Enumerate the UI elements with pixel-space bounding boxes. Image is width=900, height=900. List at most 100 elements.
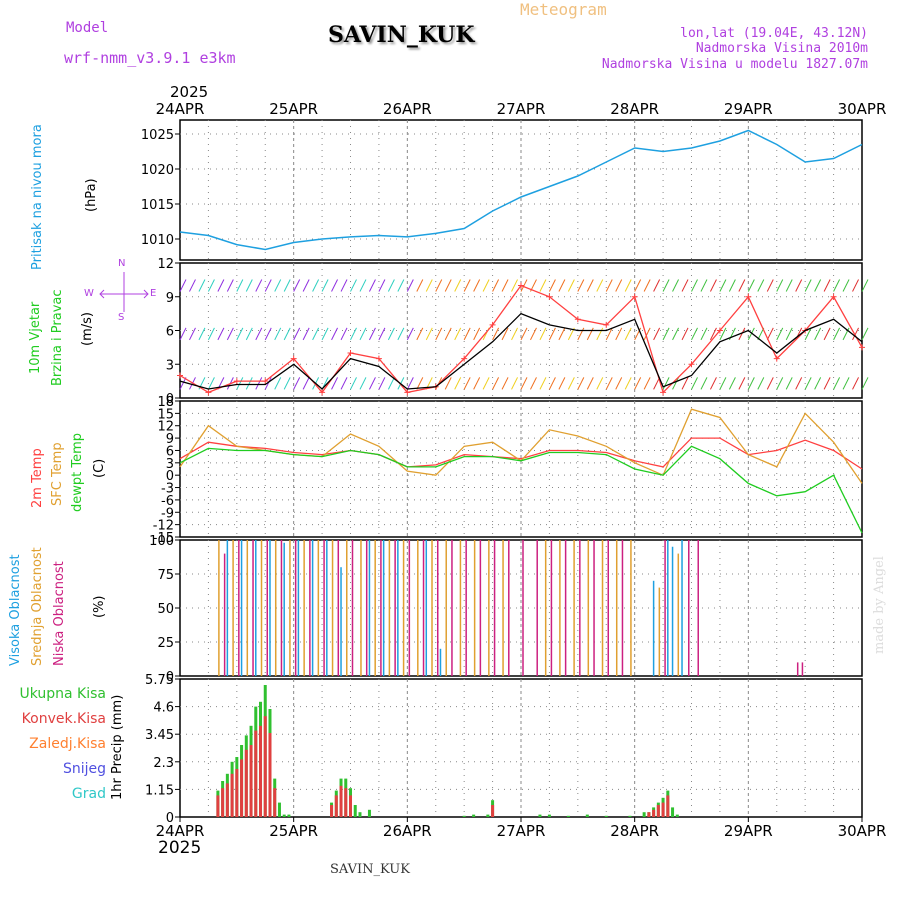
x-tick-label-top: 27APR — [497, 100, 546, 118]
precip-conv-bar — [661, 802, 665, 817]
wind-barb — [738, 377, 746, 390]
wind-barb — [709, 377, 717, 390]
precip-total-bar — [367, 809, 371, 817]
wind-barb — [738, 279, 746, 292]
wind-barb — [359, 327, 367, 341]
y-tick-label: 12 — [157, 257, 174, 272]
wind-barb — [804, 377, 812, 390]
wind-barb — [340, 327, 348, 341]
wind-barb — [245, 377, 253, 390]
wind-barb — [757, 279, 765, 292]
wind-barb — [368, 327, 376, 341]
wind-barb — [814, 279, 822, 292]
precip-conv-bar — [249, 745, 253, 817]
wind-barb — [785, 279, 793, 292]
precip-total-bar — [486, 814, 490, 817]
wind-barb — [747, 327, 755, 341]
wind-barb — [236, 279, 244, 292]
compass-s: S — [118, 312, 125, 323]
wind-barb — [672, 279, 680, 292]
wind-barb — [634, 279, 642, 292]
wind-barb — [473, 377, 481, 390]
wind-barb — [804, 327, 812, 341]
wind-barb — [548, 327, 556, 341]
wind-barb — [530, 327, 537, 341]
wind-barb — [368, 377, 376, 390]
precip-total-bar — [538, 814, 542, 817]
precip-conv-bar — [666, 795, 670, 817]
legend-konvek: Konvek.Kisa — [21, 711, 106, 727]
wind-barb — [681, 327, 689, 341]
wind-barb — [643, 279, 651, 292]
wind-barb — [776, 327, 784, 341]
wind-max-marker — [574, 316, 581, 323]
wind-barb — [643, 327, 651, 341]
wind-max-marker — [603, 321, 610, 328]
wind-barb — [350, 377, 357, 390]
wind-barb — [842, 279, 850, 292]
wind-max-marker — [375, 355, 382, 362]
wind-barb — [747, 279, 755, 292]
wind-barb — [586, 377, 594, 390]
precip-conv-bar — [244, 749, 248, 817]
wind-barb — [596, 377, 604, 390]
wind-barb — [605, 279, 613, 292]
wind-barb — [255, 327, 263, 341]
precip-conv-bar — [221, 788, 225, 817]
y-tick-label: -15 — [153, 531, 174, 546]
y-tick-label: 100 — [149, 534, 174, 549]
wind-barb — [312, 279, 320, 292]
y-tick-label: 3.45 — [145, 728, 174, 743]
wind-max-marker — [489, 321, 496, 328]
wind-barb — [217, 327, 225, 341]
precip-total-bar — [547, 814, 551, 817]
wind-barb — [539, 327, 547, 341]
wind-barb — [615, 327, 623, 341]
precip-total-bar — [604, 815, 608, 817]
wind-barb — [624, 377, 632, 390]
wind-barb — [577, 377, 585, 390]
model-label: Model — [66, 20, 109, 36]
x-tick-label-bottom: 27APR — [497, 822, 546, 840]
wind-barb — [605, 327, 613, 341]
wind-barb — [397, 279, 405, 292]
wind-barb — [776, 377, 784, 390]
precip-conv-bar — [230, 773, 234, 817]
wind-barb — [757, 377, 765, 390]
x-tick-label-bottom: 28APR — [610, 822, 659, 840]
wind-barb — [340, 279, 348, 292]
y-tick-label: 1025 — [141, 128, 174, 143]
wind-barb — [463, 327, 471, 341]
wind-barb — [766, 279, 774, 292]
wind-barb — [861, 279, 869, 292]
wind-barb — [340, 377, 348, 390]
wind-barb — [530, 377, 537, 390]
wind-barb — [681, 377, 689, 390]
wind-max-marker — [660, 389, 667, 396]
wind-barb — [302, 377, 310, 390]
wind-barb — [776, 279, 784, 292]
wind-barb — [207, 327, 215, 341]
precip-conv-bar — [491, 805, 495, 817]
wind-max-marker — [745, 293, 752, 300]
wind-max-marker — [859, 344, 865, 351]
y-tick-label: 9 — [166, 432, 174, 447]
precip-conv-bar — [254, 730, 258, 817]
wind-max-marker — [404, 389, 411, 396]
legend-ukupna: Ukupna Kisa — [19, 686, 106, 702]
precip-conv-bar — [235, 769, 239, 817]
wind-barb — [814, 377, 822, 390]
precip-total-bar — [628, 815, 632, 817]
y-tick-label: -12 — [153, 519, 174, 534]
y-tick-label: 6 — [166, 444, 174, 459]
wind-barb — [482, 279, 490, 292]
temp-dew-line — [179, 445, 863, 534]
wind-barb — [293, 279, 301, 292]
wind-barb — [728, 377, 736, 390]
wind-barb — [189, 279, 196, 292]
precip-total-bar — [585, 814, 589, 817]
precip-total-bar — [472, 814, 476, 817]
wind-barb — [264, 377, 272, 390]
wind-barb — [425, 327, 433, 341]
